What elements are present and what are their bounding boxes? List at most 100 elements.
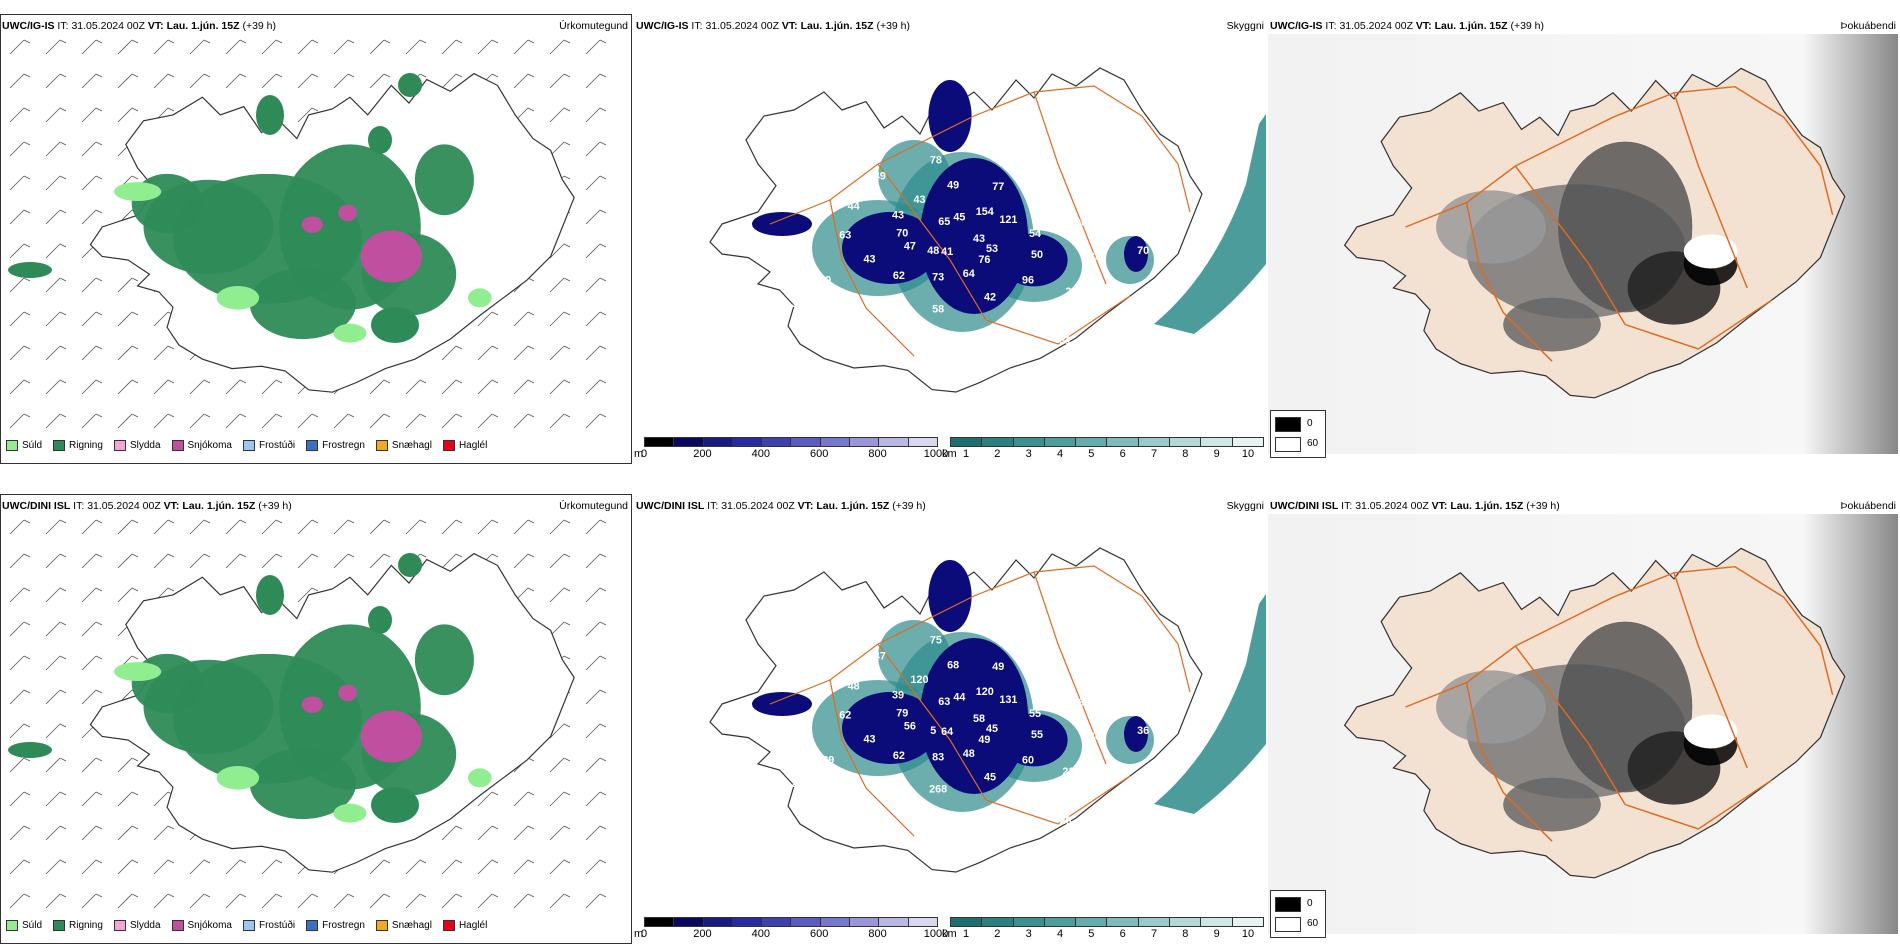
cloud-base-colorbar: [644, 437, 938, 447]
wind-barb: [513, 413, 535, 429]
fog-shading: [1683, 234, 1738, 269]
cloud-base-value: 39: [892, 689, 904, 701]
panel-title: Úrkomutegund: [559, 500, 628, 512]
wind-barb: [549, 311, 571, 327]
wind-barb: [9, 825, 31, 841]
colorbar-segment: [820, 918, 851, 926]
cloud-base-value: 23: [1065, 286, 1077, 298]
wind-barb: [477, 825, 499, 841]
wind-barb: [549, 277, 571, 293]
wind-barb: [45, 757, 67, 773]
drizzle-area: [333, 323, 367, 343]
valid-time-value: Lau. 1.jún. 15Z: [1434, 20, 1508, 32]
wind-barb: [189, 39, 211, 55]
low-visibility-area: [1154, 594, 1266, 814]
fog-shading: [1503, 297, 1601, 352]
wind-barb: [9, 379, 31, 395]
panel-title: Úrkomutegund: [559, 20, 628, 32]
wind-barb: [189, 893, 211, 909]
colorbar-segment: [850, 918, 880, 926]
wind-barb: [585, 723, 607, 739]
valid-time-label: VT:: [163, 500, 180, 512]
cloud-base-value: 76: [978, 254, 990, 266]
wind-barb: [9, 757, 31, 773]
cloud-base-value: 64: [941, 726, 953, 738]
wind-barb: [9, 345, 31, 361]
rain-area: [398, 73, 422, 97]
wind-barb: [9, 519, 31, 535]
cloud-base-value: 54: [1029, 228, 1041, 240]
precip-legend-swatch: [6, 440, 18, 451]
wind-barb: [153, 553, 175, 569]
colorbar-segment: [762, 918, 792, 926]
fog-index-map: [1268, 34, 1898, 454]
snow-area: [301, 696, 323, 713]
cloud-base-value: 32: [793, 238, 805, 250]
panel-title: Þokuábendi: [1840, 20, 1896, 32]
wind-barb: [585, 655, 607, 671]
cloud-unit: m: [634, 928, 644, 940]
wind-barb: [369, 553, 391, 569]
precip-header-wrap: UWC/DINI ISL IT: 31.05.2024 00Z VT: Lau.…: [0, 498, 632, 514]
cloud-base-value: 45: [984, 772, 996, 784]
valid-time-value: Lau. 1.jún. 15Z: [1450, 500, 1524, 512]
panel-title: Skyggni: [1226, 500, 1264, 512]
wind-barb: [405, 413, 427, 429]
fog-legend-swatch-min: [1275, 897, 1301, 912]
wind-barb: [549, 519, 571, 535]
wind-barb: [81, 73, 103, 89]
wind-barb: [9, 859, 31, 875]
low-visibility-area: [1154, 114, 1266, 334]
precip-legend-item: Frostregn: [306, 920, 365, 931]
cloud-base-value: 131: [999, 694, 1017, 706]
cloud-base-value: 21: [1065, 647, 1077, 659]
cloud-base-value: 43: [863, 254, 875, 266]
cloud-base-value: 50: [862, 327, 874, 339]
colorbar-segment: [1044, 438, 1077, 446]
precip-legend-swatch: [442, 440, 455, 451]
wind-barb: [549, 107, 571, 123]
precip-legend-item: Frostúði: [242, 920, 295, 931]
valid-time-value: Lau. 1.jún. 15Z: [816, 500, 890, 512]
cloud-base-value: 96: [1022, 275, 1034, 287]
wind-barb: [225, 379, 247, 395]
low-cloud-area: [842, 692, 938, 764]
wind-barb: [81, 689, 103, 705]
precip-legend: Súld Rigning Slydda Snjókoma Frostúði Frostre…: [6, 440, 498, 451]
precip-legend-item: Snæhagl: [375, 440, 432, 451]
lead-time: (+39 h): [1526, 500, 1560, 512]
wind-barb: [153, 413, 175, 429]
init-time-value: 31.05.2024 00Z: [705, 20, 779, 32]
wind-barb: [297, 73, 319, 89]
cloud-base-value: 53: [832, 156, 844, 168]
cloud-base-value: 41: [941, 246, 953, 258]
visibility-tick: 8: [1182, 928, 1189, 940]
wind-barb: [153, 859, 175, 875]
wind-barb: [9, 141, 31, 157]
wind-barb: [549, 859, 571, 875]
rain-area: [398, 553, 422, 577]
low-cloud-area: [842, 212, 938, 284]
wind-barb: [9, 413, 31, 429]
lead-time: (+39 h): [258, 500, 292, 512]
road-line: [769, 595, 975, 705]
wind-barb: [261, 413, 283, 429]
low-cloud-area: [920, 158, 1028, 314]
low-cloud-area: [1000, 713, 1068, 767]
visibility-tick: 2: [994, 928, 1001, 940]
visibility-unit: km: [942, 448, 957, 460]
precip-legend-label: Snæhagl: [391, 440, 432, 451]
cloud-base-value: 44: [848, 200, 860, 212]
wind-barb: [441, 379, 463, 395]
visibility-tick: 6: [1119, 928, 1126, 940]
cloud-base-value: 49: [947, 179, 959, 191]
wind-barb: [585, 825, 607, 841]
wind-barb: [549, 345, 571, 361]
precip-legend-item: Rigning: [53, 440, 103, 451]
panel-title: Skyggni: [1226, 20, 1264, 32]
wind-barb: [549, 621, 571, 637]
wind-barb: [585, 791, 607, 807]
cloud-base-value: 53: [986, 243, 998, 255]
wind-barb: [81, 141, 103, 157]
wind-barb: [441, 553, 463, 569]
